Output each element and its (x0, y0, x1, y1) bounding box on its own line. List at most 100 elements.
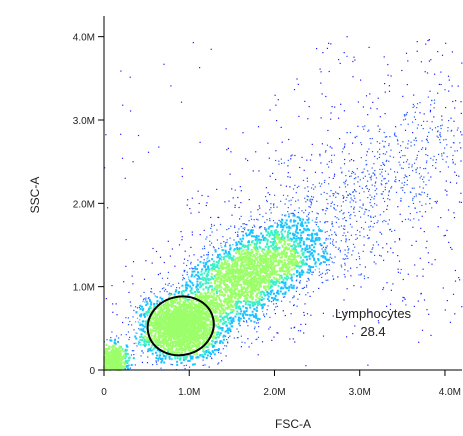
event-point (402, 155, 404, 157)
event-point (447, 209, 450, 211)
event-point (229, 254, 232, 257)
event-point (163, 290, 166, 292)
event-point (255, 151, 257, 153)
event-point (251, 313, 254, 316)
event-point (211, 258, 213, 261)
event-point (260, 285, 262, 288)
event-point (335, 241, 337, 243)
event-point (277, 262, 280, 265)
event-point (209, 355, 211, 357)
event-point (441, 153, 443, 155)
event-point (330, 202, 332, 204)
event-point (111, 344, 114, 347)
event-point (210, 282, 213, 284)
event-point (435, 202, 438, 204)
event-point (347, 194, 349, 196)
event-point (253, 261, 256, 264)
event-point (272, 300, 274, 302)
event-point (170, 340, 173, 343)
event-point (107, 207, 109, 209)
event-point (224, 201, 226, 203)
event-point (400, 187, 402, 189)
event-point (370, 220, 372, 222)
event-point (214, 312, 217, 315)
event-point (243, 223, 245, 225)
event-point (304, 263, 306, 266)
event-point (137, 134, 140, 137)
event-point (361, 227, 363, 229)
event-point (150, 322, 153, 325)
event-point (325, 221, 327, 223)
event-point (345, 179, 347, 181)
event-point (340, 225, 342, 227)
event-point (212, 332, 215, 335)
event-point (303, 311, 305, 314)
event-point (253, 242, 256, 245)
event-point (282, 282, 285, 285)
event-point (236, 328, 238, 330)
event-point (237, 196, 239, 199)
event-point (207, 328, 210, 331)
event-point (322, 282, 324, 284)
event-point (247, 159, 249, 162)
event-point (191, 345, 194, 348)
event-point (151, 344, 154, 347)
event-point (192, 349, 195, 352)
event-point (330, 159, 332, 161)
event-point (307, 268, 310, 271)
event-point (196, 340, 199, 343)
event-point (300, 260, 303, 263)
event-point (255, 279, 257, 282)
event-point (216, 331, 219, 334)
event-point (452, 293, 455, 295)
event-point (275, 150, 277, 152)
event-point (308, 250, 311, 253)
event-point (255, 288, 258, 291)
event-point (386, 159, 388, 161)
event-point (284, 252, 287, 255)
event-point (228, 252, 231, 255)
event-point (222, 295, 225, 298)
event-point (308, 257, 311, 260)
event-point (307, 238, 310, 241)
event-point (257, 209, 259, 211)
event-point (338, 117, 340, 119)
event-point (208, 259, 211, 262)
event-point (252, 277, 255, 280)
event-point (154, 332, 157, 335)
event-point (258, 264, 261, 267)
event-point (146, 341, 149, 344)
event-point (234, 295, 237, 298)
event-point (429, 203, 431, 205)
event-point (370, 215, 372, 217)
event-point (157, 274, 159, 276)
event-point (189, 303, 192, 306)
event-point (106, 367, 109, 370)
event-point (235, 271, 238, 274)
event-point (288, 138, 290, 141)
event-point (376, 222, 378, 224)
event-point (414, 162, 416, 164)
event-point (229, 237, 231, 239)
event-point (190, 261, 192, 263)
event-point (284, 221, 287, 224)
event-point (384, 177, 386, 180)
event-point (427, 96, 429, 98)
event-point (326, 245, 328, 247)
event-point (340, 264, 342, 266)
event-point (244, 278, 247, 281)
event-point (208, 269, 211, 272)
event-point (144, 344, 146, 347)
event-point (207, 303, 210, 306)
event-point (322, 246, 324, 248)
event-point (268, 225, 271, 228)
event-point (231, 304, 234, 307)
event-point (117, 347, 120, 350)
event-point (166, 291, 168, 293)
event-point (296, 216, 299, 219)
event-point (253, 315, 256, 318)
event-point (289, 176, 291, 178)
event-point (309, 253, 312, 256)
event-point (203, 254, 205, 256)
event-point (232, 197, 234, 199)
